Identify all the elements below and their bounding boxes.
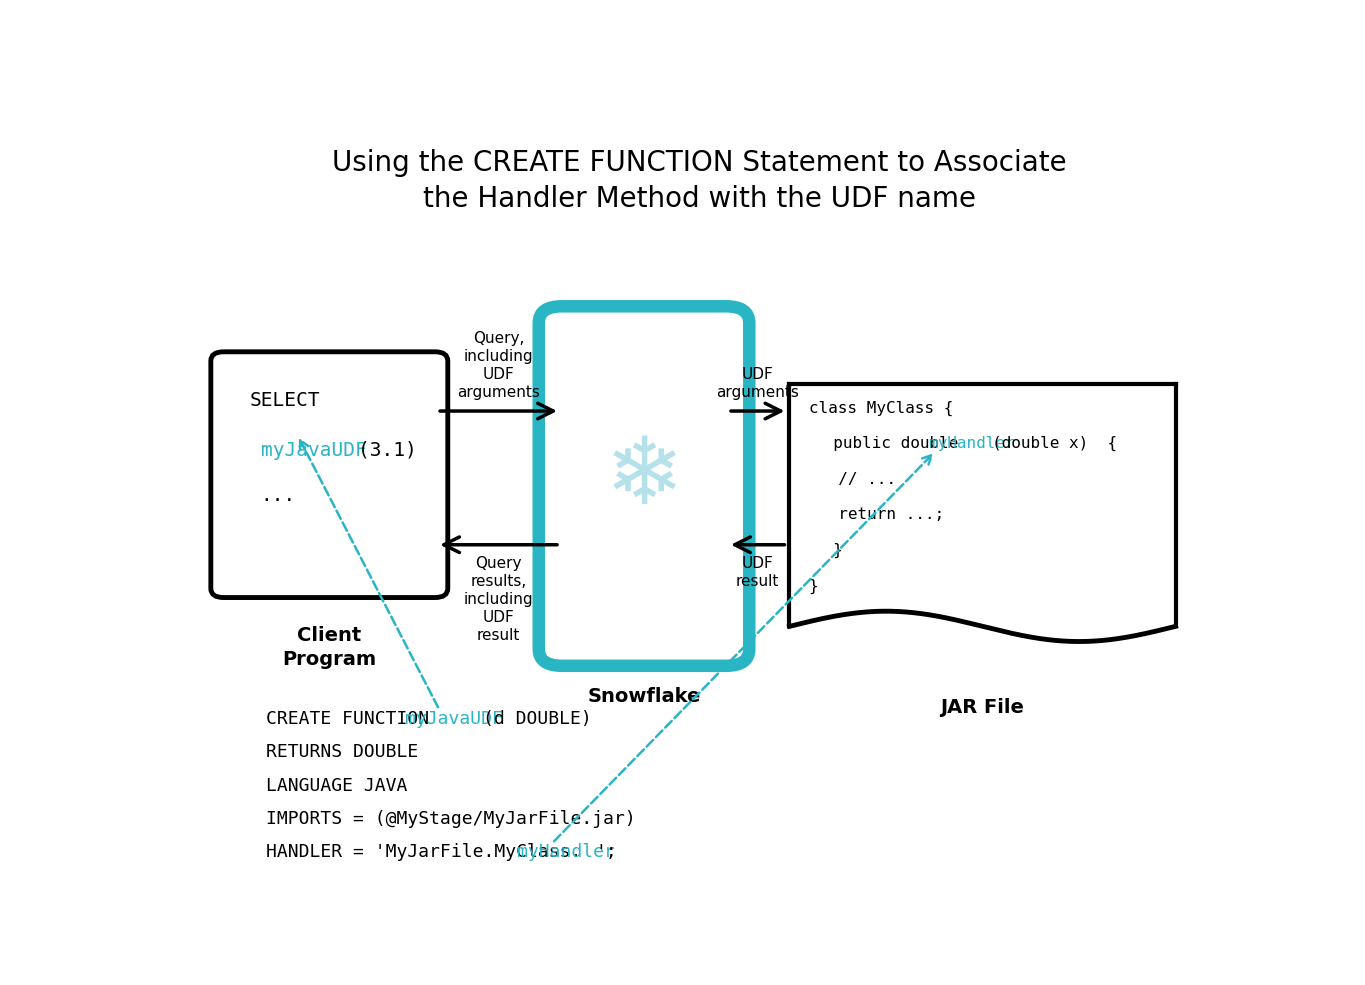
FancyBboxPatch shape: [210, 352, 448, 598]
Text: HANDLER = 'MyJarFile.MyClass.: HANDLER = 'MyJarFile.MyClass.: [266, 843, 581, 861]
Text: public double: public double: [814, 436, 968, 451]
FancyBboxPatch shape: [539, 306, 749, 666]
Text: }: }: [814, 543, 842, 558]
Text: Snowflake: Snowflake: [587, 688, 700, 706]
Text: RETURNS DOUBLE: RETURNS DOUBLE: [266, 743, 418, 761]
Text: Using the CREATE FUNCTION Statement to Associate
the Handler Method with the UDF: Using the CREATE FUNCTION Statement to A…: [332, 149, 1067, 214]
Text: CREATE FUNCTION: CREATE FUNCTION: [266, 710, 440, 728]
Text: class MyClass {: class MyClass {: [808, 400, 953, 416]
Text: // ...: // ...: [819, 472, 895, 487]
Text: (double x)  {: (double x) {: [992, 436, 1118, 451]
Text: (3.1): (3.1): [358, 440, 416, 460]
Text: ...: ...: [261, 486, 296, 505]
Text: myHandler: myHandler: [517, 843, 616, 861]
Text: myHandler: myHandler: [928, 436, 1014, 451]
Text: UDF
result: UDF result: [736, 557, 779, 589]
Text: (d DOUBLE): (d DOUBLE): [483, 710, 591, 728]
Text: ❄: ❄: [605, 432, 684, 524]
Text: JAR File: JAR File: [940, 698, 1025, 717]
Text: SELECT: SELECT: [250, 391, 321, 410]
Text: IMPORTS = (@MyStage/MyJarFile.jar): IMPORTS = (@MyStage/MyJarFile.jar): [266, 810, 636, 828]
Text: Query
results,
including
UDF
result: Query results, including UDF result: [464, 557, 534, 643]
Text: Query,
including
UDF
arguments: Query, including UDF arguments: [457, 331, 541, 400]
Text: UDF
arguments: UDF arguments: [717, 366, 799, 400]
Bar: [792, 385, 1174, 626]
Text: ';: ';: [595, 843, 617, 861]
Text: return ...;: return ...;: [819, 507, 945, 522]
Text: }: }: [808, 578, 818, 594]
Text: myJavaUDF: myJavaUDF: [404, 710, 502, 728]
Text: Client
Program: Client Program: [283, 626, 377, 669]
Text: myJavaUDF: myJavaUDF: [261, 440, 366, 460]
Text: LANGUAGE JAVA: LANGUAGE JAVA: [266, 776, 407, 795]
